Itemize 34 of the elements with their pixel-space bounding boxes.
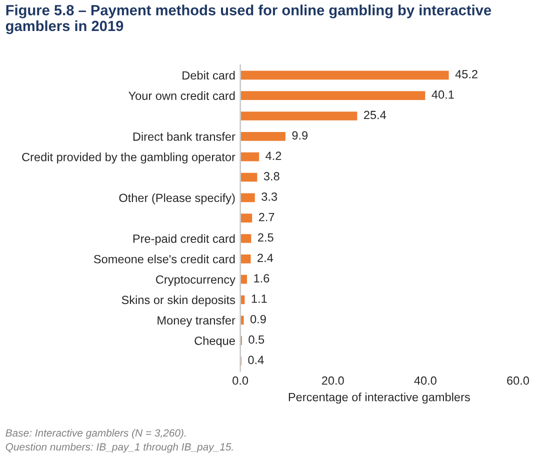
data-label: 0.9 — [250, 314, 266, 324]
data-label: 3.8 — [264, 172, 280, 180]
text: Question numbers: IB_pay_1 through IB_pay_15. — [6, 442, 233, 453]
data-label: 2.7 — [258, 212, 274, 222]
data-label: 1.1 — [252, 294, 267, 303]
y-tick-label: Someone else's credit card — [94, 254, 235, 264]
y-tick-label: Direct bank transfer — [133, 132, 236, 141]
data-label: 9.9 — [292, 131, 308, 140]
y-tick-label: Credit provided by the gambling operator — [22, 152, 236, 164]
data-label: 0.4 — [248, 356, 264, 364]
y-tick-label: Cheque — [194, 336, 235, 348]
y-tick-label: Your own credit card — [128, 91, 235, 100]
data-label: 1.6 — [254, 274, 270, 282]
y-tick-label: Skins or skin deposits — [122, 295, 236, 306]
y-tick-label: Cryptocurrency — [156, 275, 236, 286]
data-label: 3.3 — [262, 192, 278, 201]
data-label: 2.4 — [258, 254, 274, 262]
y-tick-label: Pre-paid credit card — [133, 234, 235, 246]
x-tick-label: 20.0 — [322, 376, 344, 385]
data-label: 40.1 — [432, 90, 454, 99]
data-label: 4.2 — [266, 152, 282, 160]
y-tick-label: Other (Please specify) — [119, 193, 235, 204]
data-label: 2.5 — [258, 233, 274, 242]
x-tick-label: 60.0 — [507, 376, 530, 385]
x-tick-label: 40.0 — [414, 376, 436, 385]
chart-title: Figure 5.8 – Payment methods used for online gambling by interactive gamblers in 2019 — [6, 4, 492, 34]
y-tick-label: Debit card — [182, 70, 235, 80]
x-tick-label: 0.0 — [232, 376, 248, 385]
text: Base: Interactive gamblers (N = 3,260). — [6, 428, 186, 439]
data-label: 45.2 — [455, 70, 478, 78]
y-tick-label: Money transfer — [158, 316, 236, 327]
data-label: 0.5 — [248, 335, 264, 344]
data-label: 25.4 — [364, 110, 386, 120]
x-axis-title: Percentage of interactive gamblers — [288, 392, 470, 404]
